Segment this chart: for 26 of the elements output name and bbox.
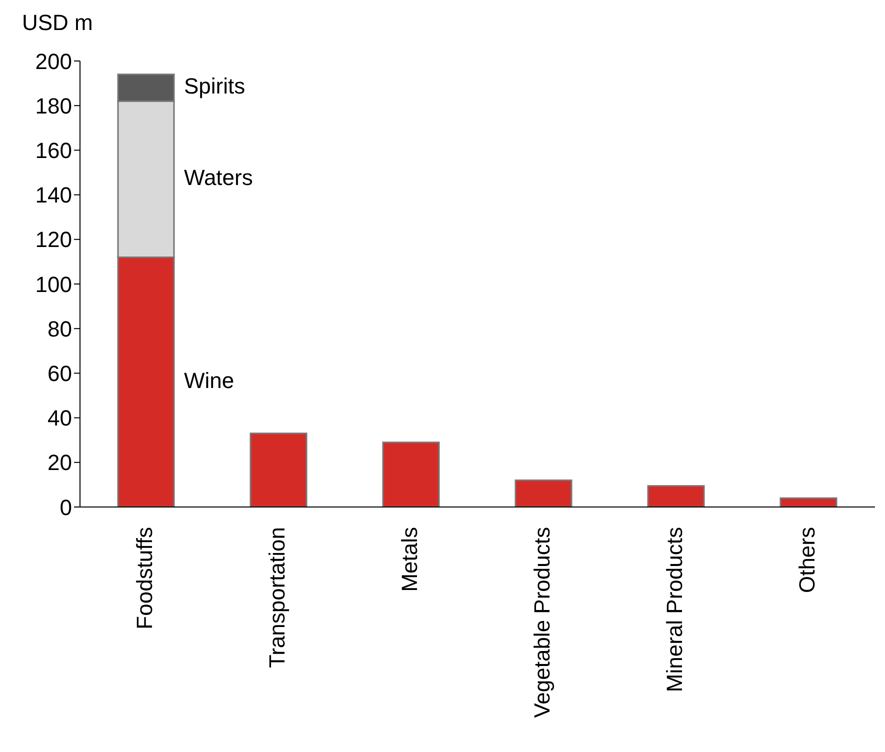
y-tick-label: 100 (35, 272, 72, 297)
x-tick-label: Vegetable Products (530, 527, 555, 718)
y-tick-label: 80 (48, 316, 72, 342)
y-tick-label: 20 (48, 450, 72, 476)
x-tick-label: Mineral Products (662, 527, 688, 692)
bar (514, 479, 572, 507)
bar (382, 442, 440, 507)
series-label: Spirits (184, 74, 246, 99)
bar (780, 497, 838, 507)
y-tick-label: 40 (48, 406, 72, 431)
series-label: Wine (184, 368, 234, 393)
x-tick-label: Foodstuffs (132, 527, 158, 630)
y-tick-label: 200 (35, 48, 72, 74)
y-tick-label: 60 (48, 361, 72, 386)
x-tick-label: Metals (397, 527, 422, 592)
bar (647, 485, 705, 507)
y-axis-title: USD m (22, 10, 93, 36)
x-tick-label: Others (794, 527, 820, 594)
y-tick-label: 160 (35, 138, 72, 164)
y-tick-label: 0 (60, 494, 72, 520)
series-label: Waters (184, 165, 253, 190)
y-tick-label: 140 (35, 182, 72, 208)
x-tick-label: Transportation (264, 527, 290, 668)
y-tick-label: 120 (35, 227, 72, 252)
y-tick-label: 180 (35, 93, 72, 118)
bar (250, 432, 308, 507)
